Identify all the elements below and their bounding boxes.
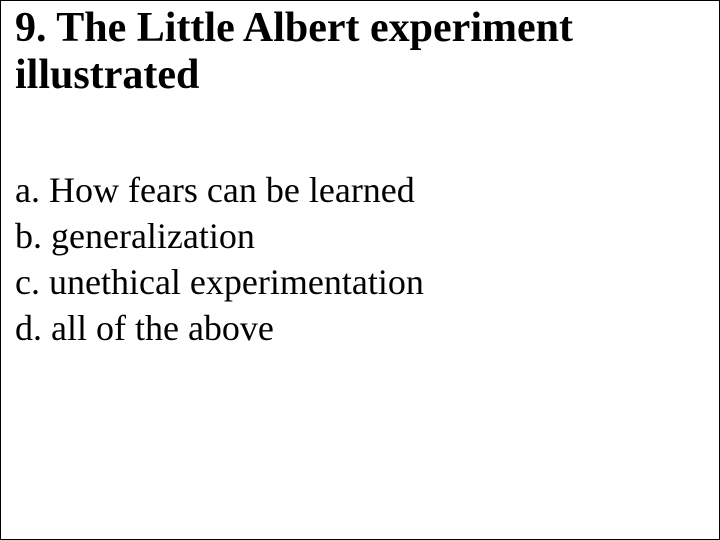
option-c: c. unethical experimentation xyxy=(15,259,705,305)
option-d: d. all of the above xyxy=(15,305,705,351)
options-list: a. How fears can be learned b. generaliz… xyxy=(15,167,705,351)
option-a: a. How fears can be learned xyxy=(15,167,705,213)
option-b: b. generalization xyxy=(15,213,705,259)
slide-container: 9. The Little Albert experiment illustra… xyxy=(0,0,720,540)
question-title: 9. The Little Albert experiment illustra… xyxy=(15,5,705,99)
